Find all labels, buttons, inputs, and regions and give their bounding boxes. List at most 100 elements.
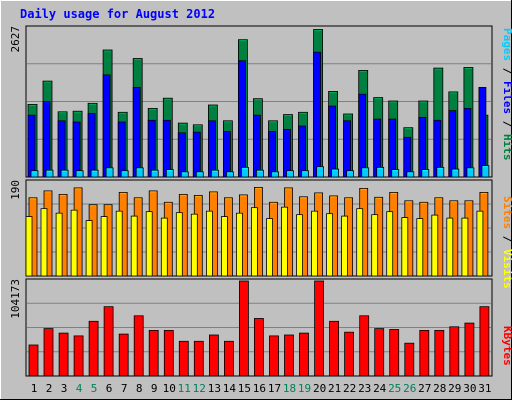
kbytes-kbytes-bar <box>269 335 279 377</box>
visits-legend: Sites / Visits <box>501 196 512 289</box>
visits-sites-bar <box>40 208 48 277</box>
x-tick-label: 3 <box>61 382 68 395</box>
visits-ymax-label: 190 <box>9 180 22 200</box>
kbytes-kbytes-bar <box>73 335 84 377</box>
hits-pages-bar <box>45 169 54 178</box>
kbytes-ymax-label: 104173 <box>9 279 22 319</box>
hits-pages-bar <box>376 166 385 178</box>
hits-pages-bar <box>286 170 294 178</box>
x-tick-label: 4 <box>76 382 83 395</box>
visits-sites-bar <box>296 214 303 277</box>
hits-legend: Pages / Files / Hits <box>501 28 512 161</box>
kbytes-kbytes-bar <box>163 329 174 377</box>
hits-files-bar <box>313 51 322 178</box>
hits-files-bar <box>72 121 81 178</box>
hits-ymax-label: 2627 <box>9 26 22 53</box>
visits-sites-bar <box>356 208 364 277</box>
x-tick-label: 28 <box>433 382 446 395</box>
kbytes-kbytes-bar <box>208 334 219 377</box>
hits-files-bar <box>192 131 201 178</box>
hits-pages-bar <box>421 169 430 178</box>
hits-files-bar <box>102 74 111 178</box>
hits-files-bar <box>87 113 96 178</box>
visits-sites-bar <box>446 217 454 277</box>
x-tick-label: 24 <box>373 382 387 395</box>
visits-sites-bar <box>190 213 198 277</box>
x-tick-label: 27 <box>418 382 431 395</box>
hits-pages-bar <box>255 169 264 178</box>
hits-files-bar <box>27 114 36 178</box>
x-tick-label: 23 <box>358 382 371 395</box>
visits-sites-bar <box>326 213 334 277</box>
hits-pages-bar <box>481 165 490 178</box>
hits-files-bar <box>177 132 186 178</box>
x-tick-label: 5 <box>91 382 98 395</box>
kbytes-kbytes-bar <box>178 340 189 377</box>
hits-pages-bar <box>301 170 309 178</box>
x-tick-label: 9 <box>151 382 158 395</box>
visits-sites-bar <box>250 207 258 277</box>
kbytes-kbytes-bar <box>58 332 69 377</box>
x-tick-label: 31 <box>478 382 491 395</box>
hits-files-bar <box>132 87 141 178</box>
hits-files-bar <box>162 119 171 178</box>
x-tick-label: 16 <box>253 382 266 395</box>
hits-pages-bar <box>361 167 370 178</box>
x-tick-label: 2 <box>46 382 53 395</box>
kbytes-kbytes-bar <box>88 320 99 377</box>
kbytes-kbytes-bar <box>299 332 309 377</box>
hits-pages-bar <box>120 170 129 178</box>
x-tick-label: 8 <box>136 382 143 395</box>
kbytes-kbytes-bar <box>28 344 39 377</box>
hits-files-bar <box>328 105 337 178</box>
x-tick-label: 15 <box>238 382 251 395</box>
hits-files-bar <box>117 121 126 178</box>
kbytes-kbytes-bar <box>118 333 129 377</box>
hits-pages-bar <box>331 168 340 178</box>
kbytes-kbytes-bar <box>238 280 249 377</box>
hits-files-bar <box>147 119 156 178</box>
hits-pages-bar <box>451 168 460 178</box>
hits-pages-bar <box>466 167 475 178</box>
hits-files-bar <box>388 118 397 178</box>
hits-pages-bar <box>240 166 249 178</box>
visits-sites-bar <box>461 217 469 277</box>
visits-sites-bar <box>100 216 108 277</box>
hits-pages-bar <box>316 166 325 178</box>
hits-files-bar <box>42 101 51 178</box>
x-tick-label: 7 <box>121 382 128 395</box>
hits-files-bar <box>343 120 352 178</box>
kbytes-kbytes-bar <box>329 320 340 377</box>
visits-sites-bar <box>476 210 484 277</box>
kbytes-kbytes-bar <box>359 315 370 377</box>
hits-pages-bar <box>75 170 84 178</box>
kbytes-kbytes-bar <box>43 328 54 377</box>
hits-files-bar <box>283 128 291 178</box>
visits-sites-bar <box>401 217 409 277</box>
visits-sites-bar <box>235 212 243 277</box>
kbytes-kbytes-bar <box>253 318 264 377</box>
hits-files-bar <box>252 114 261 178</box>
kbytes-kbytes-bar <box>284 334 294 377</box>
visits-sites-bar <box>220 216 228 277</box>
hits-files-bar <box>57 120 66 178</box>
x-tick-label: 13 <box>208 382 221 395</box>
kbytes-kbytes-bar <box>133 315 144 377</box>
hits-files-bar <box>448 110 457 178</box>
hits-pages-bar <box>346 170 355 178</box>
kbytes-legend-entry: KBytes <box>501 326 512 366</box>
hits-files-bar <box>358 93 367 178</box>
kbytes-kbytes-bar <box>193 340 204 377</box>
visits-sites-bar <box>386 211 394 277</box>
visits-legend-entry: Sites <box>501 196 512 229</box>
kbytes-kbytes-bar <box>449 326 460 377</box>
x-tick-label: 14 <box>223 382 237 395</box>
kbytes-kbytes-bar <box>148 329 159 377</box>
x-tick-label: 21 <box>328 382 341 395</box>
x-tick-label: 19 <box>298 382 311 395</box>
kbytes-kbytes-bar <box>223 340 234 377</box>
visits-sites-bar <box>175 212 183 277</box>
x-tick-label: 20 <box>313 382 326 395</box>
visits-sites-bar <box>145 211 153 277</box>
x-tick-label: 26 <box>403 382 416 395</box>
